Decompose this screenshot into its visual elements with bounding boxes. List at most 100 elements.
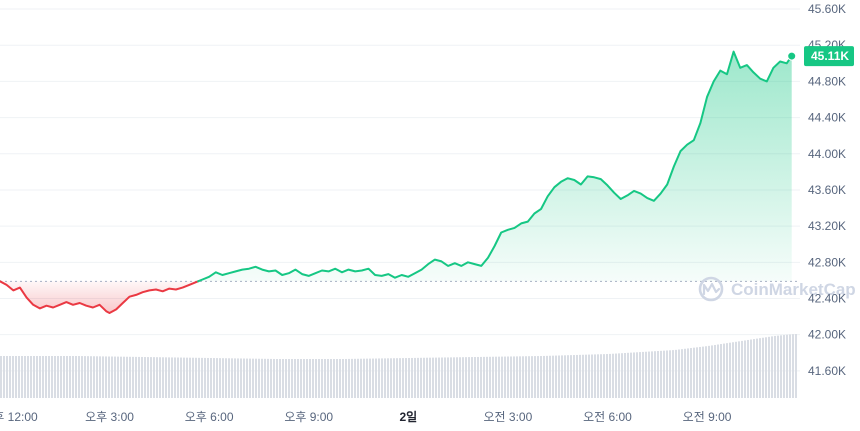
volume-bar — [273, 358, 275, 398]
volume-bar — [54, 356, 56, 398]
volume-bar — [348, 358, 350, 398]
price-line — [0, 50, 793, 314]
volume-bar — [597, 354, 599, 398]
volume-bar — [537, 356, 539, 398]
volume-bar — [744, 340, 746, 398]
volume-bar — [450, 357, 452, 398]
volume-bar — [765, 337, 767, 398]
volume-bar — [786, 334, 788, 398]
volume-bar — [405, 358, 407, 398]
current-price-dot — [787, 51, 797, 61]
volume-bar — [633, 352, 635, 398]
volume-bar — [27, 356, 29, 398]
volume-bar — [507, 356, 509, 398]
volume-bar — [516, 356, 518, 398]
volume-bar — [270, 358, 272, 398]
volume-bar — [393, 358, 395, 398]
volume-bar — [195, 357, 197, 398]
volume-bar — [543, 355, 545, 398]
volume-bar — [438, 357, 440, 398]
volume-bar — [738, 341, 740, 398]
x-tick-label: 오후 9:00 — [284, 410, 333, 424]
volume-bar — [492, 356, 494, 398]
volume-bar — [252, 358, 254, 398]
volume-bar — [81, 356, 83, 398]
volume-bar — [711, 345, 713, 398]
volume-bar — [675, 349, 677, 398]
y-tick-label: 44.80K — [808, 74, 846, 88]
x-tick-label: 2일 — [399, 410, 417, 424]
volume-bar — [417, 357, 419, 398]
volume-bar — [45, 356, 47, 398]
volume-bar — [483, 356, 485, 398]
volume-bar — [330, 359, 332, 398]
volume-bar — [528, 356, 530, 398]
volume-bar — [576, 354, 578, 398]
volume-bar — [741, 340, 743, 398]
volume-bar — [696, 347, 698, 398]
volume-bar — [225, 358, 227, 398]
volume-bar — [444, 357, 446, 398]
volume-bar — [762, 337, 764, 398]
volume-bar — [48, 356, 50, 398]
volume-bar — [156, 357, 158, 398]
volume-bar — [201, 357, 203, 398]
volume-bar — [396, 358, 398, 398]
volume-bar — [219, 358, 221, 398]
y-tick-label: 41.60K — [808, 364, 846, 378]
volume-bar — [636, 352, 638, 398]
volume-bar — [420, 357, 422, 398]
volume-bar — [642, 351, 644, 398]
x-tick-label: 오후 6:00 — [185, 410, 234, 424]
volume-bar — [183, 357, 185, 398]
volume-bar — [117, 356, 119, 398]
volume-bar — [531, 356, 533, 398]
volume-bar — [12, 356, 14, 398]
volume-bar — [651, 351, 653, 398]
volume-bar — [99, 356, 101, 398]
volume-bar — [495, 356, 497, 398]
volume-bar — [606, 354, 608, 398]
x-tick-label: 오후 3:00 — [85, 410, 134, 424]
volume-bar — [369, 358, 371, 398]
volume-bar — [240, 358, 242, 398]
volume-bar — [78, 356, 80, 398]
volume-bar — [624, 353, 626, 398]
volume-bar — [372, 358, 374, 398]
volume-bar — [717, 344, 719, 398]
volume-bar — [654, 351, 656, 398]
volume-bar — [549, 355, 551, 398]
volume-bar — [519, 356, 521, 398]
volume-bar — [150, 357, 152, 398]
volume-bar — [384, 358, 386, 398]
volume-bar — [207, 357, 209, 398]
x-tick-label: 오전 3:00 — [483, 410, 532, 424]
y-tick-label: 43.60K — [808, 183, 846, 197]
volume-bar — [477, 356, 479, 398]
volume-bar — [315, 359, 317, 398]
volume-bar — [564, 355, 566, 398]
volume-bar — [129, 356, 131, 398]
volume-bar — [153, 357, 155, 398]
down-area-1 — [0, 281, 199, 313]
volume-bar — [588, 354, 590, 398]
volume-bar — [600, 354, 602, 398]
volume-bar — [432, 357, 434, 398]
volume-bar — [468, 357, 470, 398]
volume-bar — [573, 355, 575, 398]
volume-bar — [24, 356, 26, 398]
volume-bar — [105, 356, 107, 398]
volume-bar — [312, 359, 314, 398]
volume-bar — [366, 358, 368, 398]
volume-bar — [612, 353, 614, 398]
y-tick-label: 44.40K — [808, 111, 846, 125]
volume-bar — [318, 359, 320, 398]
volume-bar — [165, 357, 167, 398]
volume-bar — [51, 356, 53, 398]
volume-bar — [75, 356, 77, 398]
current-price-tag-bg — [804, 46, 854, 67]
volume-bar — [87, 356, 89, 398]
volume-bar — [540, 356, 542, 398]
